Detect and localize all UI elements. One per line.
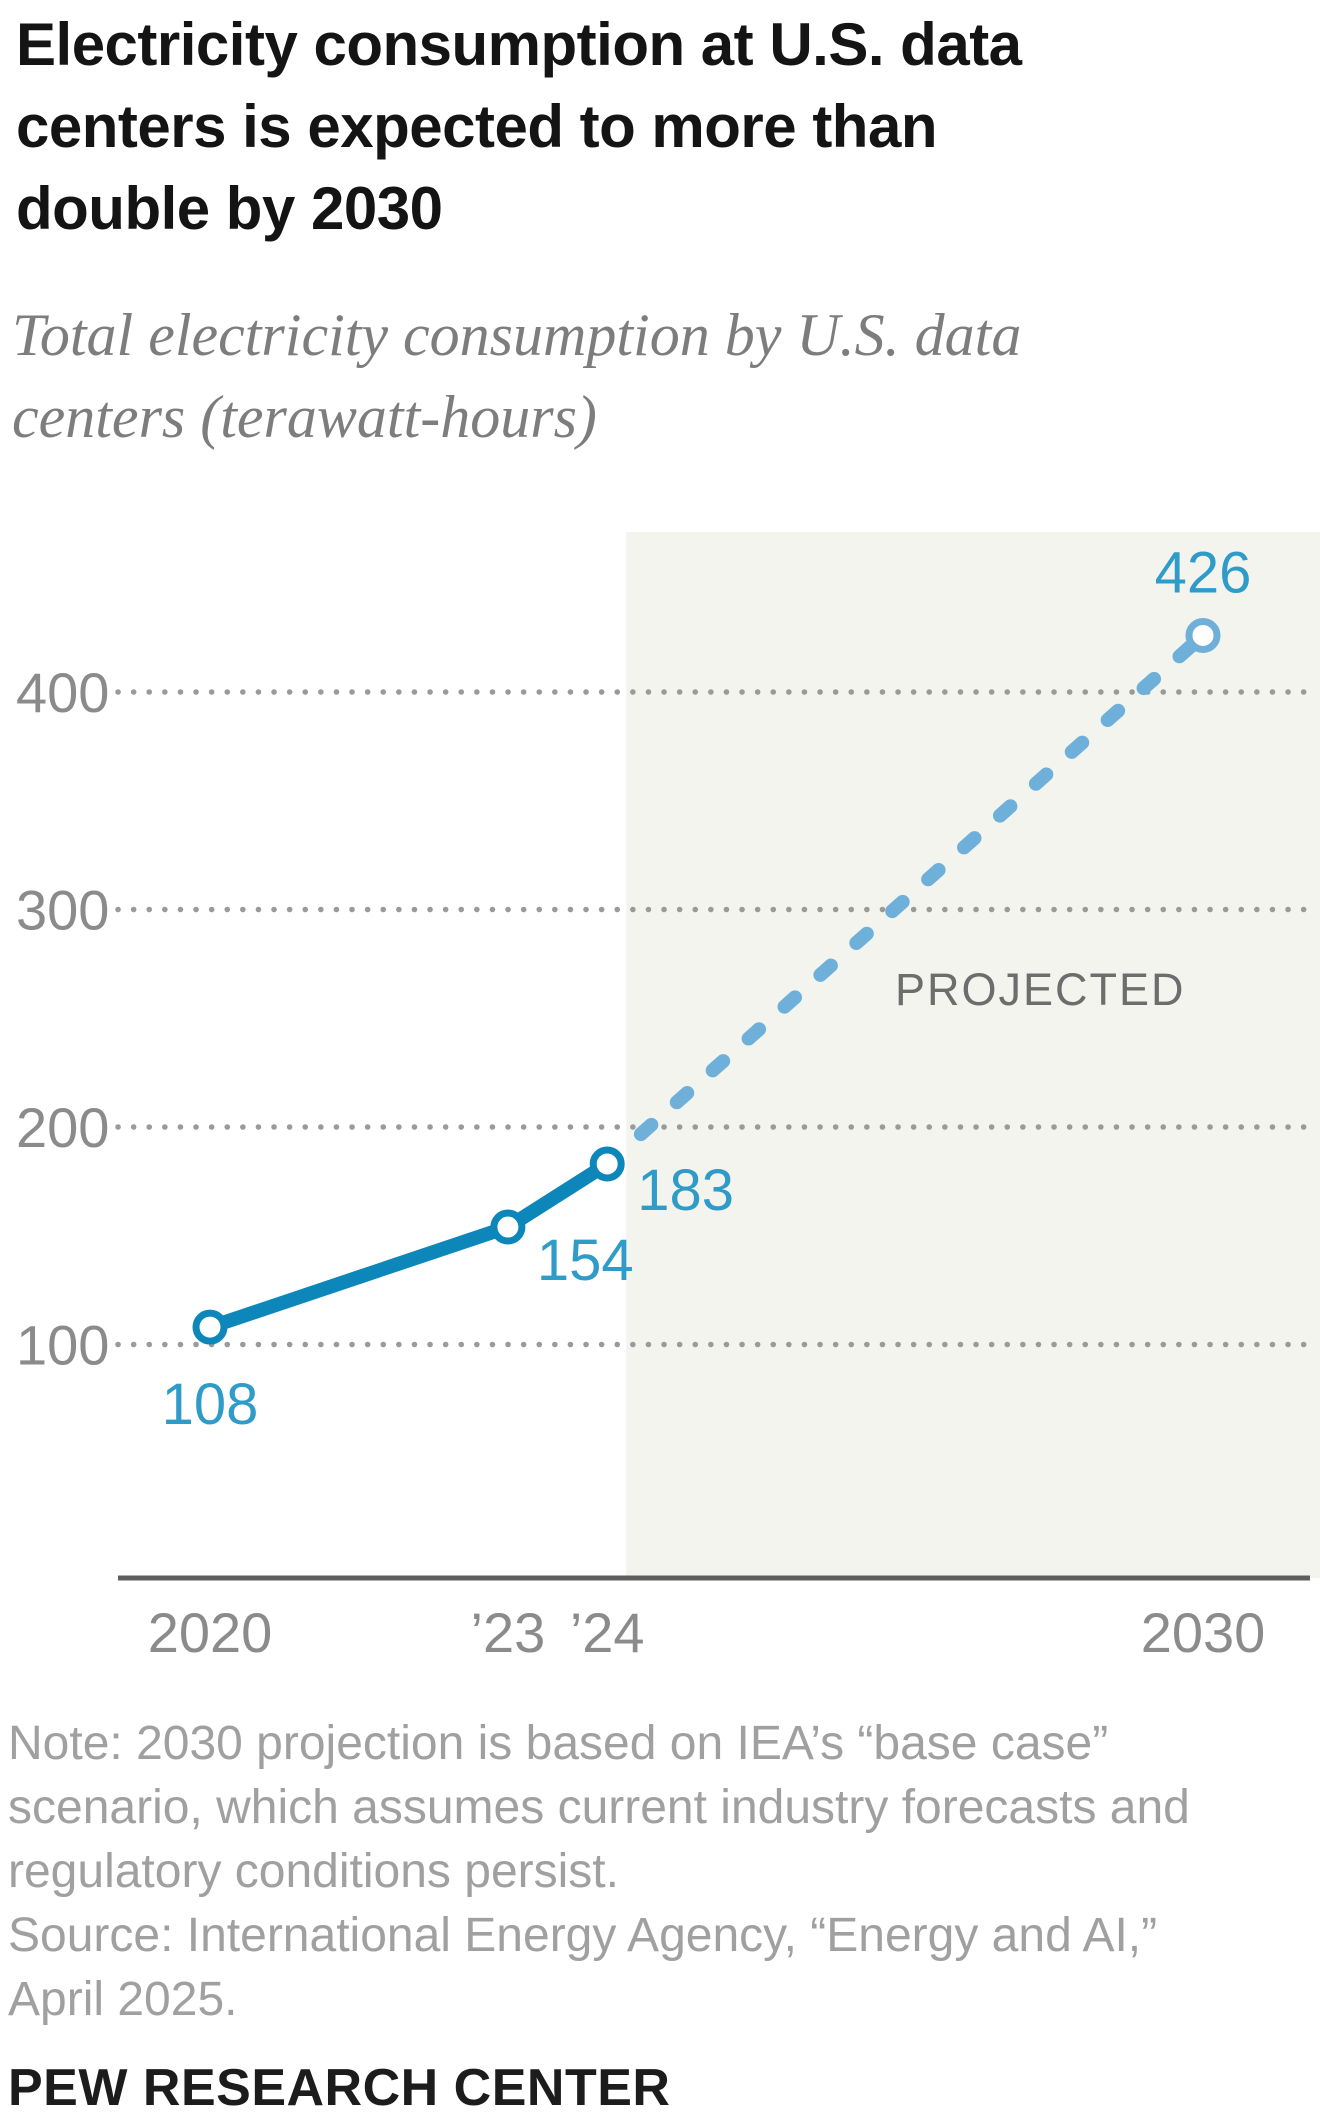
projected-region (626, 532, 1320, 1578)
data-point-2020 (192, 1309, 228, 1345)
data-point-2024 (589, 1146, 625, 1182)
series-line-projected (633, 628, 1210, 1142)
data-point-2030 (1185, 617, 1221, 653)
x-tick-label-2020: 2020 (148, 1601, 273, 1664)
chart-subtitle: Total electricity consumption by U.S. da… (12, 302, 1022, 450)
point-label-426: 426 (1155, 540, 1252, 605)
chart-source: Source: International Energy Agency, “En… (8, 1909, 1158, 2026)
point-label-154: 154 (537, 1228, 634, 1293)
y-tick-label-300: 300 (16, 879, 109, 942)
projected-annotation: PROJECTED (895, 964, 1186, 1015)
y-tick-label-100: 100 (16, 1314, 109, 1377)
page-title: Electricity consumption at U.S. data cen… (16, 11, 1022, 242)
y-tick-label-400: 400 (16, 661, 109, 724)
x-tick-label-2030: 2030 (1141, 1601, 1266, 1664)
data-point-2023 (490, 1209, 526, 1245)
point-label-183: 183 (637, 1158, 734, 1223)
point-label-108: 108 (162, 1372, 259, 1437)
brand-footer: PEW RESEARCH CENTER (8, 2059, 671, 2117)
x-tick-label-2023: ’23 (471, 1601, 546, 1664)
y-tick-label-200: 200 (16, 1096, 109, 1159)
x-tick-label-2024: ’24 (570, 1601, 645, 1664)
chart-note: Note: 2030 projection is based on IEA’s … (8, 1717, 1190, 1898)
